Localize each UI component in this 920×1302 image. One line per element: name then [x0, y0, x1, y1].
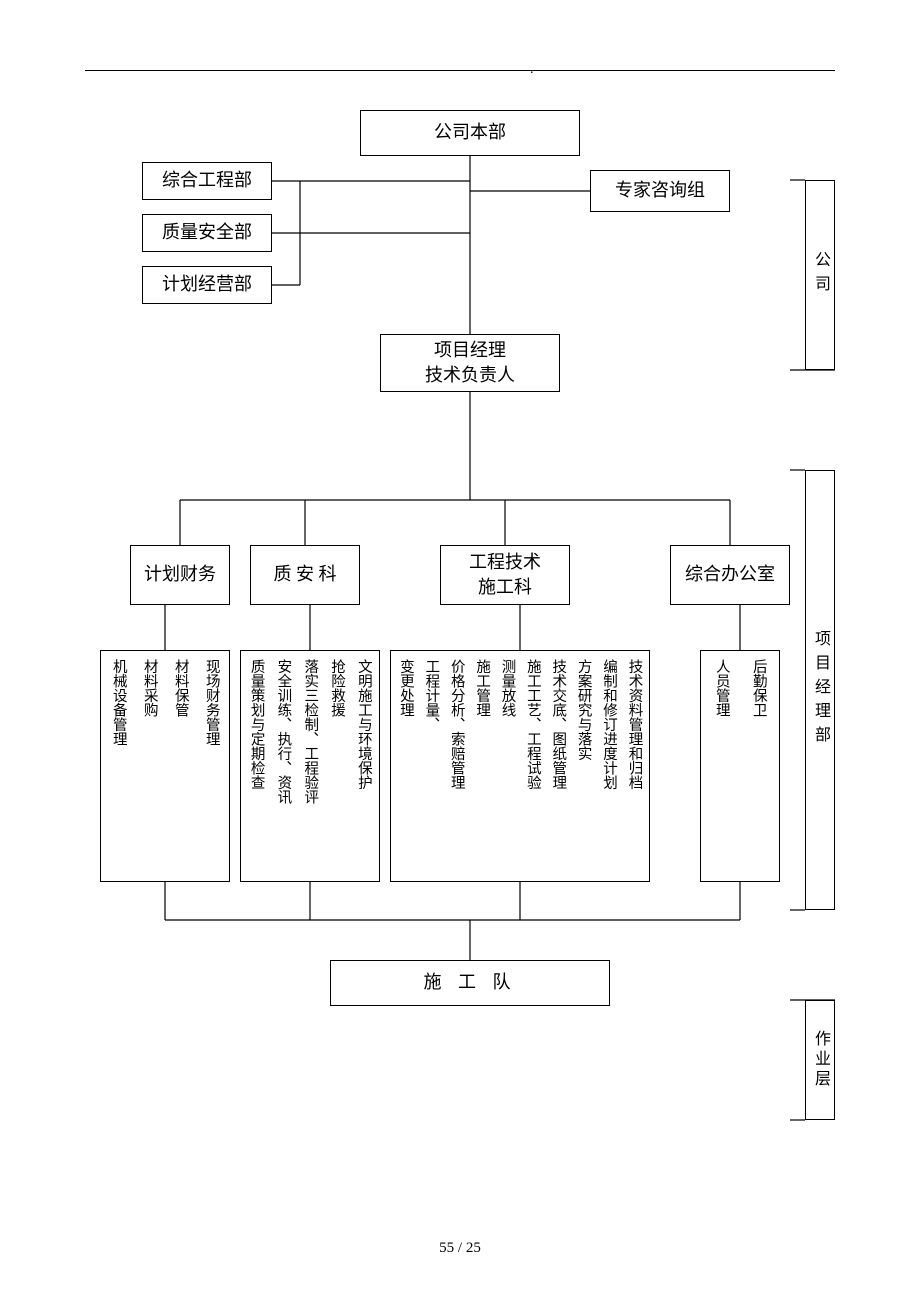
detail-item: 技术资料管理和归档 — [623, 659, 645, 873]
side-company-text: 公司 — [808, 251, 832, 299]
node-section-office: 综合办公室 — [670, 545, 790, 605]
node-hq: 公司本部 — [360, 110, 580, 156]
node-expert-label: 专家咨询组 — [615, 178, 705, 203]
detail-item: 工程计量、 — [420, 659, 442, 873]
node-section-safety: 质 安 科 — [250, 545, 360, 605]
node-construction-team: 施 工 队 — [330, 960, 610, 1006]
detail-item: 价格分析、索赔管理 — [445, 659, 467, 873]
detail-item: 安全训练、执行、资讯 — [272, 659, 294, 873]
page-number: 55 / 25 — [0, 1240, 920, 1257]
detail-item: 质量策划与定期检查 — [245, 659, 267, 873]
s3-line2: 施工科 — [478, 575, 532, 600]
node-dept3-label: 计划经营部 — [162, 272, 252, 297]
node-dept-planning: 计划经营部 — [142, 266, 272, 304]
s4-label: 综合办公室 — [685, 562, 775, 587]
group-engineering-details: 技术资料管理和归档编制和修订进度计划方案研究与落实技术交底、图纸管理施工工艺、工… — [390, 650, 650, 882]
side-label-pm-dept: 项目经理部 — [805, 470, 835, 910]
s3-line1: 工程技术 — [469, 550, 541, 575]
node-hq-label: 公司本部 — [434, 120, 506, 145]
side-label-company: 公司 — [805, 180, 835, 370]
detail-item: 施工工艺、工程试验 — [521, 659, 543, 873]
top-dot: . — [530, 62, 534, 78]
detail-item: 文明施工与环境保护 — [352, 659, 374, 873]
top-rule — [85, 70, 835, 71]
node-dept-quality: 质量安全部 — [142, 214, 272, 252]
node-section-finance: 计划财务 — [130, 545, 230, 605]
detail-item: 编制和修订进度计划 — [598, 659, 620, 873]
detail-item: 技术交底、图纸管理 — [547, 659, 569, 873]
side-work-text: 作业层 — [808, 1030, 832, 1090]
side-label-work-layer: 作业层 — [805, 1000, 835, 1120]
detail-item: 施工管理 — [471, 659, 493, 873]
detail-item: 方案研究与落实 — [572, 659, 594, 873]
node-project-manager: 项目经理 技术负责人 — [380, 334, 560, 392]
detail-item: 抢险救援 — [326, 659, 348, 873]
s2-label: 质 安 科 — [274, 562, 337, 587]
team-label: 施 工 队 — [424, 970, 517, 995]
detail-item: 变更处理 — [394, 659, 416, 873]
detail-item: 后勤保卫 — [747, 659, 769, 873]
node-expert: 专家咨询组 — [590, 170, 730, 212]
s1-label: 计划财务 — [144, 562, 216, 587]
detail-item: 落实三检制、工程验评 — [299, 659, 321, 873]
pm-line1: 项目经理 — [434, 338, 506, 363]
node-dept1-label: 综合工程部 — [162, 168, 252, 193]
detail-item: 人员管理 — [710, 659, 732, 873]
pm-line2: 技术负责人 — [425, 363, 515, 388]
group-safety-details: 文明施工与环境保护抢险救援落实三检制、工程验评安全训练、执行、资讯质量策划与定期… — [240, 650, 380, 882]
group-finance-details: 现场财务管理材料保管材料采购机械设备管理 — [100, 650, 230, 882]
detail-item: 材料保管 — [169, 659, 191, 873]
side-pm-text: 项目经理部 — [808, 630, 832, 750]
detail-item: 现场财务管理 — [200, 659, 222, 873]
node-dept2-label: 质量安全部 — [162, 220, 252, 245]
detail-item: 测量放线 — [496, 659, 518, 873]
detail-item: 材料采购 — [138, 659, 160, 873]
group-office-details: 后勤保卫人员管理 — [700, 650, 780, 882]
node-section-engineering: 工程技术 施工科 — [440, 545, 570, 605]
node-dept-engineering: 综合工程部 — [142, 162, 272, 200]
detail-item: 机械设备管理 — [107, 659, 129, 873]
